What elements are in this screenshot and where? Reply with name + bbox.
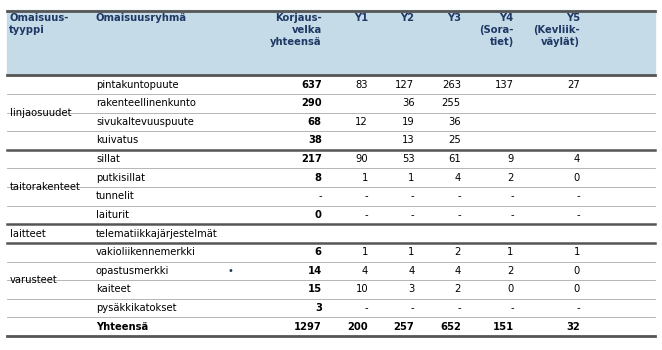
Text: -: - [411, 303, 414, 313]
Text: 4: 4 [455, 173, 461, 183]
Text: 263: 263 [442, 79, 461, 90]
Text: 36: 36 [402, 98, 414, 108]
Text: telematiikkajärjestelmät: telematiikkajärjestelmät [96, 229, 218, 239]
Text: -: - [457, 191, 461, 201]
Text: Y1: Y1 [354, 13, 368, 23]
Text: -: - [318, 191, 322, 201]
Text: sillat: sillat [96, 154, 120, 164]
Text: -: - [457, 210, 461, 220]
Text: -: - [411, 210, 414, 220]
Text: sivukaltevuuspuute: sivukaltevuuspuute [96, 117, 194, 127]
Text: kuivatus: kuivatus [96, 135, 138, 146]
Text: rakenteellinenkunto: rakenteellinenkunto [96, 98, 196, 108]
Text: varusteet: varusteet [10, 275, 58, 285]
Text: 14: 14 [307, 266, 322, 276]
Text: 257: 257 [394, 322, 414, 332]
Text: 1297: 1297 [294, 322, 322, 332]
Bar [7, 10, 655, 75]
Text: 4: 4 [455, 266, 461, 276]
Text: 1: 1 [507, 247, 514, 257]
Text: laiturit: laiturit [96, 210, 129, 220]
Text: -: - [457, 303, 461, 313]
Text: 13: 13 [402, 135, 414, 146]
Text: 137: 137 [495, 79, 514, 90]
Text: -: - [510, 210, 514, 220]
Text: 2: 2 [507, 266, 514, 276]
Text: 4: 4 [408, 266, 414, 276]
Text: 12: 12 [355, 117, 368, 127]
Text: tunnelit: tunnelit [96, 191, 135, 201]
Text: 0: 0 [574, 266, 580, 276]
Text: 1: 1 [408, 247, 414, 257]
Text: 4: 4 [362, 266, 368, 276]
Text: 90: 90 [355, 154, 368, 164]
Text: 2: 2 [454, 285, 461, 294]
Text: laitteet: laitteet [10, 229, 46, 239]
Text: 3: 3 [408, 285, 414, 294]
Text: Y2: Y2 [401, 13, 414, 23]
Text: 2: 2 [454, 247, 461, 257]
Text: Omaisuus-
tyyppi: Omaisuus- tyyppi [9, 13, 69, 35]
Text: 637: 637 [301, 79, 322, 90]
Text: 0: 0 [574, 285, 580, 294]
Text: 0: 0 [508, 285, 514, 294]
Text: 83: 83 [355, 79, 368, 90]
Text: 25: 25 [448, 135, 461, 146]
Text: 61: 61 [448, 154, 461, 164]
Text: 652: 652 [440, 322, 461, 332]
Text: -: - [510, 303, 514, 313]
Text: 1: 1 [361, 247, 368, 257]
Text: 0: 0 [574, 173, 580, 183]
Text: Omaisuusryhmä: Omaisuusryhmä [95, 13, 187, 23]
Text: •: • [228, 266, 233, 276]
Text: pysäkkikatokset: pysäkkikatokset [96, 303, 177, 313]
Text: 27: 27 [567, 79, 580, 90]
Text: -: - [577, 303, 580, 313]
Text: 0: 0 [315, 210, 322, 220]
Text: -: - [577, 191, 580, 201]
Text: 19: 19 [402, 117, 414, 127]
Text: -: - [510, 191, 514, 201]
Text: 32: 32 [566, 322, 580, 332]
Text: 2: 2 [507, 173, 514, 183]
Text: linjaosuudet: linjaosuudet [10, 107, 71, 118]
Text: 53: 53 [402, 154, 414, 164]
Text: taitorakenteet: taitorakenteet [10, 182, 81, 192]
Text: opastusmerkki: opastusmerkki [96, 266, 169, 276]
Text: -: - [577, 210, 580, 220]
Text: -: - [365, 191, 368, 201]
Text: 1: 1 [573, 247, 580, 257]
Text: -: - [365, 303, 368, 313]
Text: 36: 36 [448, 117, 461, 127]
Text: Korjaus-
velka
yhteensä: Korjaus- velka yhteensä [270, 13, 322, 47]
Text: 290: 290 [301, 98, 322, 108]
Text: 217: 217 [301, 154, 322, 164]
Text: 38: 38 [308, 135, 322, 146]
Text: 10: 10 [355, 285, 368, 294]
Text: 127: 127 [395, 79, 414, 90]
Text: 3: 3 [315, 303, 322, 313]
Text: Y4
(Sora-
tiet): Y4 (Sora- tiet) [479, 13, 514, 47]
Text: Y5
(Kevliik-
väylät): Y5 (Kevliik- väylät) [534, 13, 580, 47]
Text: 9: 9 [507, 154, 514, 164]
Text: putkisillat: putkisillat [96, 173, 145, 183]
Text: 6: 6 [314, 247, 322, 257]
Text: -: - [411, 191, 414, 201]
Text: 151: 151 [493, 322, 514, 332]
Text: 1: 1 [408, 173, 414, 183]
Text: 68: 68 [308, 117, 322, 127]
Text: 255: 255 [442, 98, 461, 108]
Text: -: - [365, 210, 368, 220]
Text: 15: 15 [308, 285, 322, 294]
Text: vakioliikennemerkki: vakioliikennemerkki [96, 247, 196, 257]
Text: 8: 8 [314, 173, 322, 183]
Text: Y3: Y3 [447, 13, 461, 23]
Text: 1: 1 [361, 173, 368, 183]
Text: Yhteensä: Yhteensä [96, 322, 148, 332]
Text: kaiteet: kaiteet [96, 285, 130, 294]
Text: pintakuntopuute: pintakuntopuute [96, 79, 179, 90]
Text: 4: 4 [574, 154, 580, 164]
Text: 200: 200 [348, 322, 368, 332]
